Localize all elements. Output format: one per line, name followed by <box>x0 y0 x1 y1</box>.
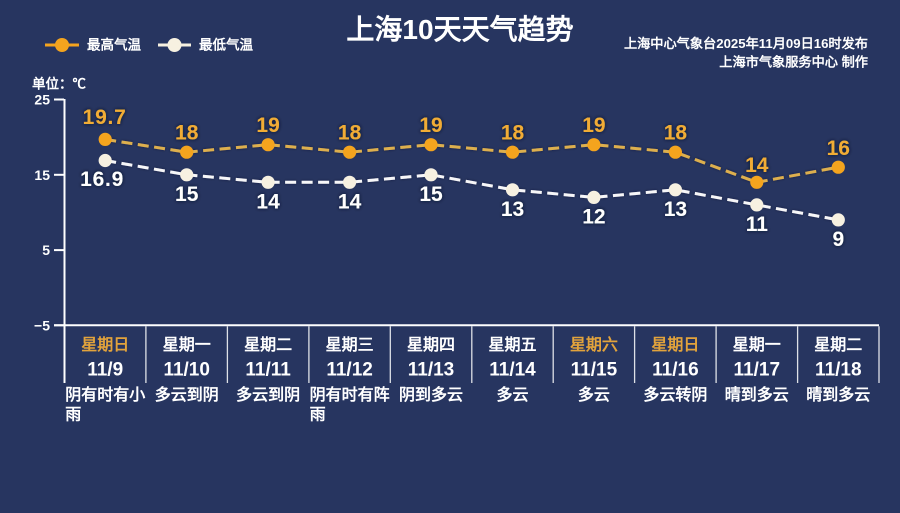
svg-text:14: 14 <box>256 190 280 213</box>
svg-text:18: 18 <box>501 122 525 145</box>
svg-text:最低气温: 最低气温 <box>199 37 253 53</box>
svg-text:25: 25 <box>34 92 50 108</box>
svg-text:11/16: 11/16 <box>652 360 699 381</box>
svg-text:星期五: 星期五 <box>488 335 536 354</box>
svg-text:14: 14 <box>338 190 362 213</box>
svg-text:13: 13 <box>664 198 687 221</box>
svg-text:阴到多云: 阴到多云 <box>399 385 463 404</box>
svg-text:阴有时有阵: 阴有时有阵 <box>310 385 390 404</box>
svg-text:13: 13 <box>501 198 524 221</box>
svg-text:多云: 多云 <box>578 385 610 404</box>
svg-text:14: 14 <box>745 154 769 177</box>
svg-text:阴有时有小: 阴有时有小 <box>65 385 145 404</box>
svg-text:11/13: 11/13 <box>408 360 455 381</box>
svg-text:15: 15 <box>34 167 50 183</box>
svg-text:−5: −5 <box>34 317 50 333</box>
svg-text:18: 18 <box>175 122 199 145</box>
svg-text:19.7: 19.7 <box>83 106 127 129</box>
svg-text:晴到多云: 晴到多云 <box>725 385 789 404</box>
svg-text:多云到阴: 多云到阴 <box>236 385 300 404</box>
svg-text:19: 19 <box>582 114 605 137</box>
svg-text:18: 18 <box>664 122 688 145</box>
svg-text:星期二: 星期二 <box>244 335 292 354</box>
svg-text:多云: 多云 <box>497 385 529 404</box>
svg-text:上海10天天气趋势: 上海10天天气趋势 <box>346 14 573 45</box>
svg-text:11/17: 11/17 <box>734 360 781 381</box>
svg-text:雨: 雨 <box>310 406 326 424</box>
svg-text:15: 15 <box>419 183 443 206</box>
svg-text:19: 19 <box>419 114 442 137</box>
svg-text:11/9: 11/9 <box>87 360 123 381</box>
svg-text:星期一: 星期一 <box>733 335 781 354</box>
svg-text:12: 12 <box>582 205 605 228</box>
svg-text:11/12: 11/12 <box>326 360 373 381</box>
svg-text:11/18: 11/18 <box>815 360 862 381</box>
svg-text:19: 19 <box>256 114 279 137</box>
svg-text:11: 11 <box>746 213 769 236</box>
svg-text:16.9: 16.9 <box>80 168 124 191</box>
svg-text:星期二: 星期二 <box>814 335 862 354</box>
svg-text:5: 5 <box>42 242 50 258</box>
svg-text:星期一: 星期一 <box>163 335 211 354</box>
svg-text:最高气温: 最高气温 <box>87 37 141 53</box>
svg-text:单位：℃: 单位：℃ <box>32 76 86 92</box>
svg-text:上海市气象服务中心 制作: 上海市气象服务中心 制作 <box>719 54 868 70</box>
svg-text:上海中心气象台2025年11月09日16时发布: 上海中心气象台2025年11月09日16时发布 <box>624 35 868 51</box>
svg-text:11/14: 11/14 <box>489 360 536 381</box>
svg-text:星期四: 星期四 <box>407 335 455 354</box>
svg-text:9: 9 <box>832 228 844 251</box>
svg-text:星期日: 星期日 <box>651 335 699 354</box>
svg-text:18: 18 <box>338 122 362 145</box>
svg-text:多云转阴: 多云转阴 <box>643 385 707 404</box>
svg-text:晴到多云: 晴到多云 <box>806 385 870 404</box>
svg-text:星期日: 星期日 <box>81 335 129 354</box>
svg-text:11/11: 11/11 <box>245 360 291 381</box>
svg-text:11/15: 11/15 <box>571 360 618 381</box>
svg-text:雨: 雨 <box>65 406 81 424</box>
svg-text:16: 16 <box>827 137 850 160</box>
svg-text:15: 15 <box>175 183 199 206</box>
svg-text:多云到阴: 多云到阴 <box>155 385 219 404</box>
svg-text:星期六: 星期六 <box>570 335 618 354</box>
svg-text:星期三: 星期三 <box>326 335 374 354</box>
svg-text:11/10: 11/10 <box>163 360 210 381</box>
